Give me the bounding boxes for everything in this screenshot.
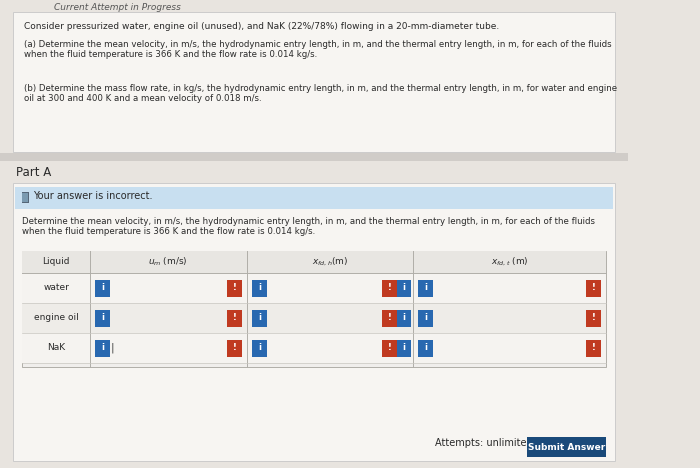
Bar — [252, 309, 267, 327]
Text: $x_{fd,t}$ (m): $x_{fd,t}$ (m) — [491, 256, 528, 268]
Text: i: i — [402, 314, 405, 322]
Text: i: i — [402, 284, 405, 292]
Text: i: i — [258, 314, 261, 322]
Text: Consider pressurized water, engine oil (unused), and NaK (22%/78%) flowing in a : Consider pressurized water, engine oil (… — [25, 22, 500, 31]
Text: i: i — [402, 344, 405, 352]
Text: Attempts: unlimited: Attempts: unlimited — [435, 438, 533, 448]
Text: Part A: Part A — [16, 166, 51, 179]
Bar — [22, 303, 606, 333]
Text: i: i — [424, 314, 427, 322]
Text: !: ! — [388, 314, 391, 322]
Bar — [587, 279, 601, 297]
Text: engine oil: engine oil — [34, 314, 78, 322]
Text: i: i — [101, 344, 104, 352]
Text: |: | — [111, 343, 114, 353]
Text: !: ! — [592, 344, 596, 352]
Text: Current Attempt in Progress: Current Attempt in Progress — [54, 3, 181, 12]
Bar — [22, 273, 606, 303]
Text: Determine the mean velocity, in m/s, the hydrodynamic entry length, in m, and th: Determine the mean velocity, in m/s, the… — [22, 217, 596, 236]
Text: i: i — [101, 314, 104, 322]
Text: i: i — [101, 284, 104, 292]
Text: Liquid: Liquid — [43, 257, 70, 266]
Bar — [397, 339, 411, 357]
Bar — [397, 309, 411, 327]
Text: i: i — [258, 284, 261, 292]
Text: Submit Answer: Submit Answer — [528, 443, 605, 452]
Bar — [13, 12, 615, 152]
Bar — [15, 187, 613, 209]
Bar — [527, 437, 606, 457]
Bar — [227, 309, 242, 327]
Text: Your answer is incorrect.: Your answer is incorrect. — [33, 191, 153, 201]
Text: !: ! — [232, 344, 237, 352]
Bar — [22, 251, 606, 273]
Text: i: i — [424, 344, 427, 352]
Text: !: ! — [232, 284, 237, 292]
Text: $x_{fd,h}$(m): $x_{fd,h}$(m) — [312, 256, 348, 268]
Text: i: i — [258, 344, 261, 352]
Text: water: water — [43, 284, 69, 292]
Text: !: ! — [388, 284, 391, 292]
Bar — [587, 339, 601, 357]
Bar — [382, 339, 397, 357]
Text: (a) Determine the mean velocity, in m/s, the hydrodynamic entry length, in m, an: (a) Determine the mean velocity, in m/s,… — [25, 40, 612, 59]
Bar — [382, 309, 397, 327]
Bar — [252, 339, 267, 357]
Text: !: ! — [592, 314, 596, 322]
Text: NaK: NaK — [47, 344, 65, 352]
Bar — [419, 339, 433, 357]
Bar — [22, 192, 29, 203]
Bar — [22, 193, 28, 202]
Bar — [587, 309, 601, 327]
Bar — [227, 279, 242, 297]
Bar — [0, 153, 629, 161]
Bar — [382, 279, 397, 297]
Text: !: ! — [388, 344, 391, 352]
Bar — [22, 251, 606, 367]
Bar — [252, 279, 267, 297]
Bar — [22, 333, 606, 363]
Text: i: i — [424, 284, 427, 292]
Text: !: ! — [592, 284, 596, 292]
Bar — [13, 183, 615, 461]
Text: (b) Determine the mass flow rate, in kg/s, the hydrodynamic entry length, in m, : (b) Determine the mass flow rate, in kg/… — [25, 84, 617, 103]
Bar — [95, 339, 109, 357]
Text: $u_m$ (m/s): $u_m$ (m/s) — [148, 256, 188, 268]
Bar — [419, 279, 433, 297]
Bar — [95, 279, 109, 297]
Bar — [397, 279, 411, 297]
Bar — [227, 339, 242, 357]
Text: !: ! — [232, 314, 237, 322]
Bar — [95, 309, 109, 327]
Bar — [419, 309, 433, 327]
